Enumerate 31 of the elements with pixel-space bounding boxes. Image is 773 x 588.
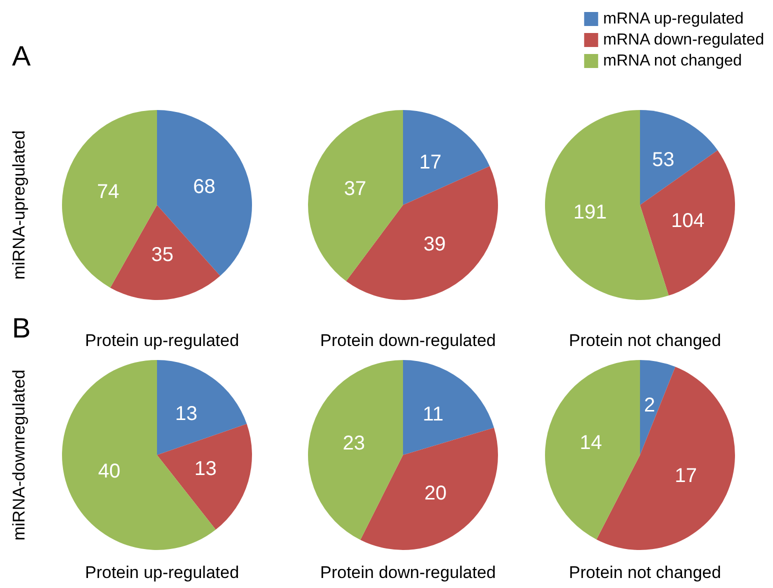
- data-label: 13: [194, 458, 217, 480]
- text: miRNA-downregulated: [10, 369, 28, 541]
- data-label: 40: [98, 460, 120, 483]
- data-label: 17: [674, 464, 698, 487]
- data-label: 14: [580, 432, 602, 454]
- data-label: 191: [573, 202, 607, 224]
- text: Protein down-regulated: [320, 331, 496, 350]
- text: Protein down-regulated: [320, 563, 496, 582]
- text: miRNA-upregulated: [10, 130, 28, 280]
- text: Protein not changed: [568, 331, 722, 350]
- data-label: 11: [422, 403, 444, 426]
- data-label: 39: [423, 233, 446, 256]
- data-label: 35: [151, 244, 174, 266]
- text: Protein up-regulated: [84, 331, 240, 350]
- text: A: [12, 40, 31, 72]
- legend-label: mRNA up-regulated: [603, 10, 744, 28]
- data-label: 104: [671, 210, 705, 232]
- data-label: 74: [97, 181, 120, 204]
- data-label: 13: [175, 402, 198, 425]
- legend-label: mRNA not changed: [603, 52, 742, 70]
- data-label: 20: [424, 482, 447, 505]
- data-label: 2: [644, 394, 656, 416]
- data-label: 23: [342, 432, 365, 454]
- data-label: 17: [419, 152, 442, 174]
- data-label: 68: [193, 176, 216, 198]
- text: Protein up-regulated: [84, 563, 240, 582]
- data-label: 37: [344, 178, 366, 200]
- text: B: [12, 312, 31, 344]
- data-label: 53: [652, 149, 674, 172]
- text: Protein not changed: [568, 563, 722, 582]
- legend-label: mRNA down-regulated: [603, 32, 764, 48]
